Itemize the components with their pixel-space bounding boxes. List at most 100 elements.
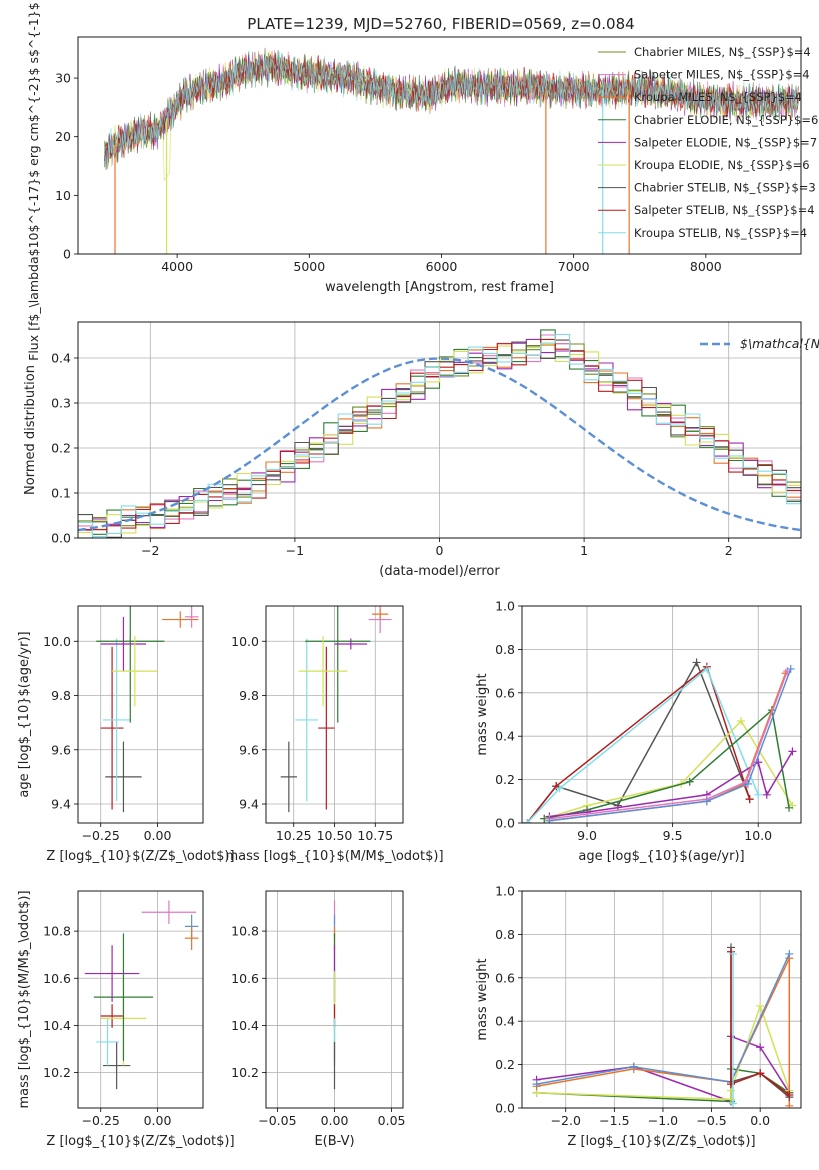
x-tick-label: 0.00 bbox=[321, 1113, 349, 1128]
x-tick-label: 10.0 bbox=[744, 828, 772, 843]
x-tick-label: 0 bbox=[436, 543, 444, 558]
y-tick-label: 9.6 bbox=[239, 742, 259, 757]
legend-label: $\mathcal{N}(0,1)$ bbox=[740, 336, 819, 351]
y-tick-label: 20 bbox=[55, 129, 71, 144]
y-tick-label: 10.4 bbox=[43, 1018, 71, 1033]
panel-z-mass: −0.25 0.00 10.2 10.4 10.6 10.8 Z [log$_{10}$(Z… bbox=[17, 890, 235, 1149]
panel-residuals: −2 −1 0 1 2 0.0 0.1 0.2 0.3 0.4 (data-model)/error… bbox=[23, 321, 819, 579]
y-tick-label: 9.8 bbox=[51, 688, 71, 703]
weight-marker bbox=[727, 947, 736, 956]
x-tick-label: 8000 bbox=[690, 259, 722, 274]
panel-spectrum: 4000 5000 6000 7000 8000 0 10 20 30 wavelength [A… bbox=[26, 0, 818, 361]
weight-marker bbox=[785, 1101, 794, 1108]
y-tick-label: 0.4 bbox=[495, 1014, 515, 1029]
weight-marker bbox=[756, 1069, 765, 1078]
plot-area bbox=[84, 900, 199, 1090]
y-axis-label: mass [log$_{10}$(M/M$_\odot$)] bbox=[17, 890, 32, 1108]
plot-area bbox=[532, 943, 794, 1108]
x-axis-label: wavelength [Angstrom, rest frame] bbox=[325, 280, 554, 295]
x-axis-label: Z [log$_{10}$(Z/Z$_\odot$)] bbox=[567, 1134, 755, 1149]
x-tick-label: 1 bbox=[580, 543, 588, 558]
weight-marker bbox=[728, 949, 737, 958]
x-axis-label: E(B-V) bbox=[314, 1134, 354, 1149]
axes-frame bbox=[265, 890, 404, 1109]
y-axis-label: age [log$_{10}$(age/yr)] bbox=[17, 631, 32, 797]
weight-marker bbox=[692, 658, 701, 667]
weight-line bbox=[536, 953, 790, 1085]
plot-area bbox=[104, 47, 799, 254]
weight-marker bbox=[756, 1043, 765, 1052]
weight-line bbox=[549, 668, 792, 822]
y-tick-label: 10.2 bbox=[43, 1065, 71, 1080]
x-tick-label: 7000 bbox=[558, 259, 590, 274]
y-tick-label: 0 bbox=[63, 247, 71, 262]
weight-marker bbox=[788, 747, 797, 756]
y-tick-label: 10.4 bbox=[231, 1018, 259, 1033]
weight-marker bbox=[754, 790, 763, 799]
x-tick-label: −1.5 bbox=[599, 1113, 629, 1128]
legend-label: Chabrier ELODIE, N$_{SSP}$=6 bbox=[634, 113, 818, 127]
weight-line bbox=[526, 660, 751, 823]
x-tick-label: 10.75 bbox=[357, 828, 393, 843]
axes-frame bbox=[77, 890, 204, 1109]
y-axis-label: mass weight bbox=[475, 673, 490, 755]
x-tick-label: 9.5 bbox=[663, 828, 683, 843]
y-tick-label: 9.6 bbox=[51, 742, 71, 757]
plot-area bbox=[523, 658, 797, 823]
plot-area bbox=[280, 606, 392, 813]
x-tick-label: 0.00 bbox=[144, 828, 172, 843]
x-tick-label: 6000 bbox=[426, 259, 458, 274]
x-tick-label: 4000 bbox=[161, 259, 193, 274]
legend-label: Kroupa STELIB, N$_{SSP}$=4 bbox=[634, 226, 807, 240]
weight-marker bbox=[785, 949, 794, 958]
figure-title: PLATE=1239, MJD=52760, FIBERID=0569, z=0… bbox=[247, 15, 634, 33]
weight-line bbox=[549, 670, 789, 820]
x-tick-label: 10.50 bbox=[317, 828, 353, 843]
x-axis-label: age [log$_{10}$(age/yr)] bbox=[578, 849, 744, 864]
axes-frame bbox=[77, 36, 802, 255]
y-tick-label: 30 bbox=[55, 71, 71, 86]
x-axis-label: Z [log$_{10}$(Z/Z$_\odot$)] bbox=[46, 1134, 234, 1149]
axes-frame bbox=[77, 321, 802, 539]
weight-line bbox=[730, 951, 790, 1096]
y-tick-label: 9.8 bbox=[239, 688, 259, 703]
weight-marker bbox=[756, 1002, 765, 1011]
weight-marker bbox=[785, 1090, 794, 1099]
weight-marker bbox=[555, 784, 564, 793]
y-tick-label: 0.0 bbox=[51, 531, 71, 546]
weight-line bbox=[526, 667, 759, 823]
x-tick-label: 0.0 bbox=[750, 1113, 770, 1128]
weight-line bbox=[549, 751, 794, 818]
y-tick-label: 10.8 bbox=[231, 924, 259, 939]
histogram-step bbox=[78, 333, 801, 538]
weight-marker bbox=[788, 801, 797, 810]
x-tick-label: −0.05 bbox=[258, 1113, 296, 1128]
y-tick-label: 0.0 bbox=[495, 816, 515, 831]
y-tick-label: 1.0 bbox=[495, 599, 515, 614]
y-tick-label: 10.6 bbox=[43, 971, 71, 986]
y-tick-label: 0.1 bbox=[51, 486, 71, 501]
panel-z-age: −0.25 0.00 9.4 9.6 9.8 10.0 Z [log$_{10}$(Z/Z$… bbox=[17, 605, 235, 864]
y-tick-label: 0.6 bbox=[495, 970, 515, 985]
panel-z-weight: −2.0 −1.5 −1.0 −0.5 0.0 0.0 0.2 0.4 0.6 0.8 1.0 Z [… bbox=[475, 884, 802, 1149]
x-tick-label: −0.25 bbox=[82, 1113, 120, 1128]
weight-marker bbox=[702, 664, 711, 673]
legend-label: Salpeter ELODIE, N$_{SSP}$=7 bbox=[634, 135, 817, 149]
x-tick-label: 9.0 bbox=[577, 828, 597, 843]
y-tick-label: 0.4 bbox=[51, 351, 71, 366]
y-tick-label: 0.2 bbox=[51, 441, 71, 456]
y-axis-label: mass weight bbox=[475, 958, 490, 1040]
x-tick-label: −2.0 bbox=[551, 1113, 581, 1128]
x-tick-label: −0.25 bbox=[82, 828, 120, 843]
y-tick-label: 0.2 bbox=[495, 772, 515, 787]
axes-frame bbox=[77, 605, 204, 824]
weight-marker bbox=[532, 1080, 541, 1089]
x-tick-label: 0.00 bbox=[144, 1113, 172, 1128]
panel-mass-age: 10.25 10.50 10.75 9.4 9.6 9.8 10.0 mass [log$_{… bbox=[225, 605, 444, 864]
weight-line bbox=[526, 665, 751, 823]
weight-marker bbox=[702, 797, 711, 806]
y-tick-label: 0.6 bbox=[495, 685, 515, 700]
x-tick-label: 5000 bbox=[293, 259, 325, 274]
y-tick-label: 10.0 bbox=[231, 634, 259, 649]
